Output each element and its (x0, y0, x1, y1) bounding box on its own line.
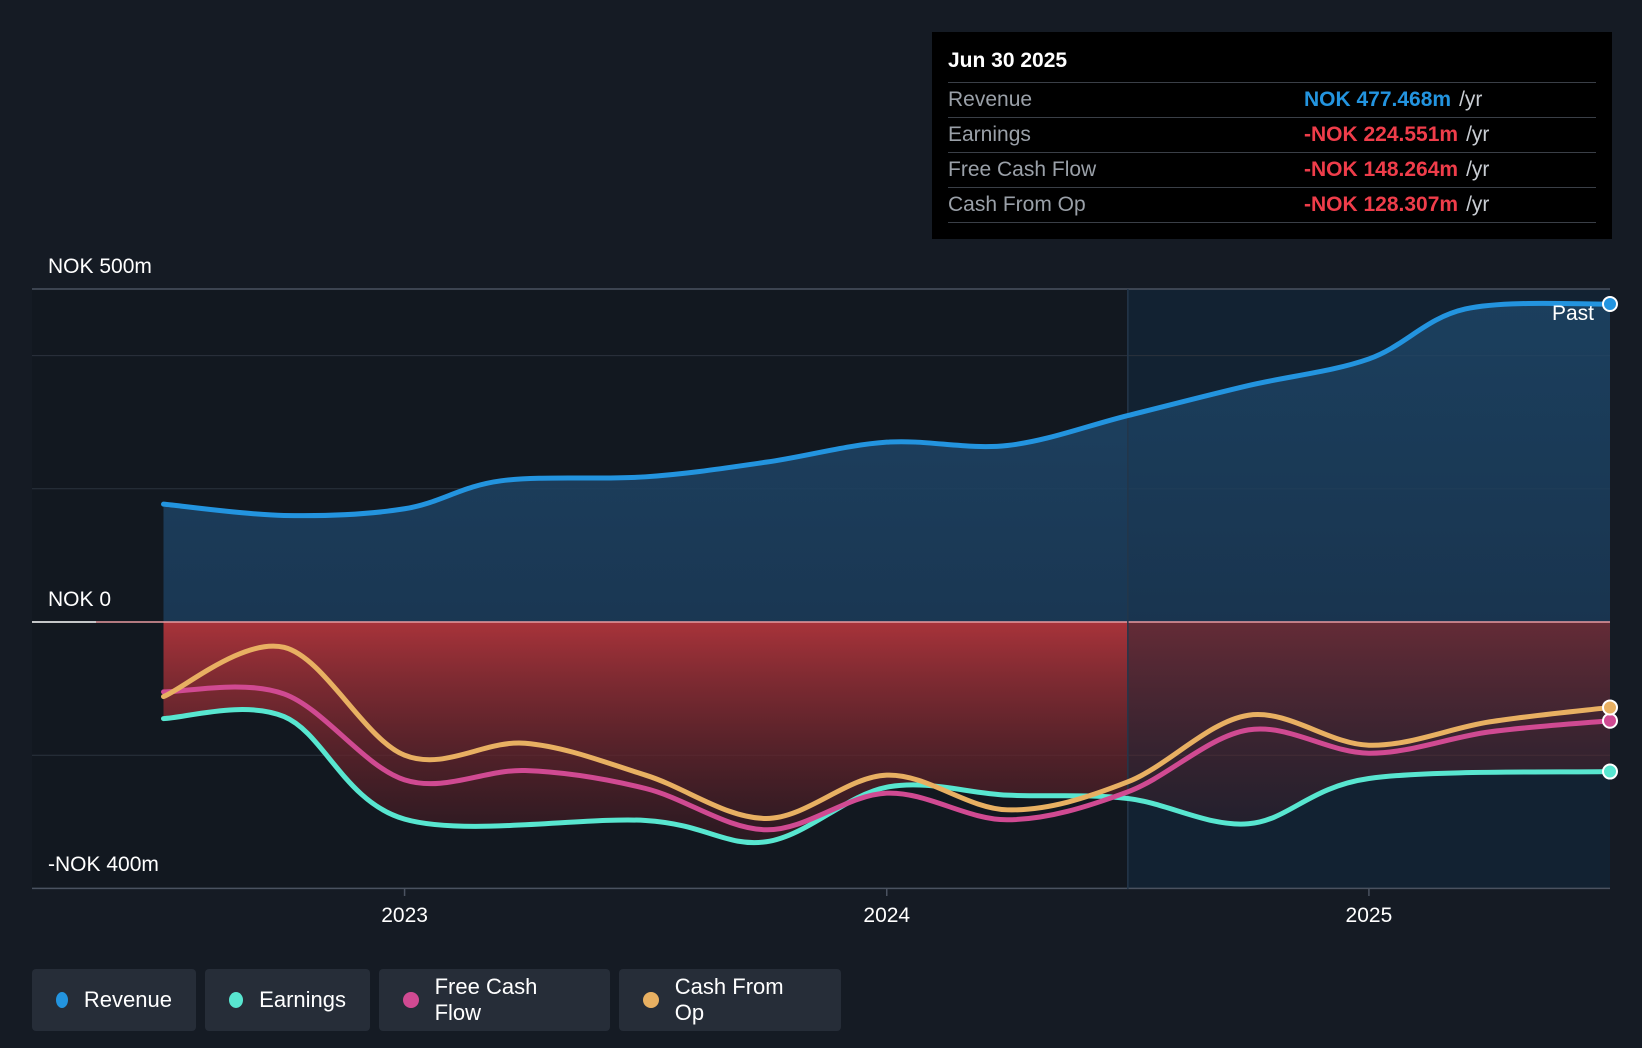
tooltip-row-earnings: Earnings -NOK 224.551m /yr (948, 118, 1596, 153)
legend-item-earnings[interactable]: Earnings (205, 969, 370, 1031)
tooltip-value: -NOK 128.307m (1304, 193, 1459, 216)
tooltip-unit: /yr (1466, 123, 1490, 146)
tooltip-unit: /yr (1466, 193, 1490, 216)
tooltip-unit: /yr (1466, 158, 1490, 181)
revenue-end-dot (1602, 296, 1618, 313)
area-fills (32, 303, 1610, 843)
x-tick-label: 2024 (863, 904, 910, 927)
tooltip-value: NOK 477.468m (1304, 88, 1452, 111)
earnings-dot-icon (229, 992, 244, 1008)
tooltip-date: Jun 30 2025 (948, 46, 1596, 83)
legend-label: Cash From Op (674, 974, 784, 1025)
legend-label: Earnings (259, 987, 346, 1012)
revenue-line (161, 300, 1613, 519)
tooltip-row-free-cash-flow: Free Cash Flow -NOK 148.264m /yr (948, 153, 1596, 188)
tooltip-row-cash-from-op: Cash From Op -NOK 128.307m /yr (948, 188, 1596, 223)
legend-item-cash-from-op[interactable]: Cash From Op (619, 969, 841, 1031)
revenue-area-recent (1127, 303, 1610, 622)
earnings-line (161, 707, 1613, 846)
tooltip-label: Cash From Op (948, 193, 1086, 216)
y-label-zero: NOK 0 (48, 588, 111, 611)
free-cash-flow-dot-icon (403, 992, 419, 1008)
cash-from-op-dot-icon (643, 992, 659, 1008)
series-lines (161, 300, 1613, 846)
legend-item-revenue[interactable]: Revenue (32, 969, 196, 1031)
tooltip-value: -NOK 224.551m (1304, 123, 1459, 146)
legend-item-free-cash-flow[interactable]: Free Cash Flow (379, 969, 610, 1031)
tooltip-unit: /yr (1459, 88, 1483, 111)
past-label: Past (1552, 302, 1594, 325)
y-label-bottom: -NOK 400m (48, 853, 159, 876)
x-tick-label: 2023 (381, 904, 428, 927)
x-tick-label: 2025 (1346, 904, 1393, 927)
negative-area-past (163, 622, 1128, 843)
revenue-area-past (163, 415, 1128, 622)
legend-label: Revenue (83, 987, 172, 1012)
tooltip-value: -NOK 148.264m (1304, 158, 1459, 181)
cash-from-op-end-dot (1602, 699, 1618, 716)
tooltip-row-revenue: Revenue NOK 477.468m /yr (948, 83, 1596, 118)
legend-label: Free Cash Flow (434, 974, 538, 1025)
axis-labels: NOK 500m NOK 0 -NOK 400m 2023 2024 2025 Past (48, 255, 1594, 927)
cash-from-op-line (161, 643, 1613, 821)
revenue-dot-icon (56, 992, 68, 1008)
tooltip-label: Earnings (948, 123, 1031, 146)
y-label-top: NOK 500m (48, 255, 152, 278)
free-cash-flow-end-dot (1602, 712, 1618, 729)
negative-area-recent (1127, 622, 1610, 825)
free-cash-flow-line (161, 684, 1613, 833)
tooltip-label: Revenue (948, 88, 1033, 111)
tooltip-label: Free Cash Flow (948, 158, 1097, 181)
series-end-dots (1602, 296, 1618, 780)
legend: Revenue Earnings Free Cash Flow Cash Fro… (32, 969, 841, 1031)
tooltip: Jun 30 2025 Revenue NOK 477.468m /yr Ear… (932, 32, 1612, 239)
earnings-end-dot (1602, 763, 1618, 780)
